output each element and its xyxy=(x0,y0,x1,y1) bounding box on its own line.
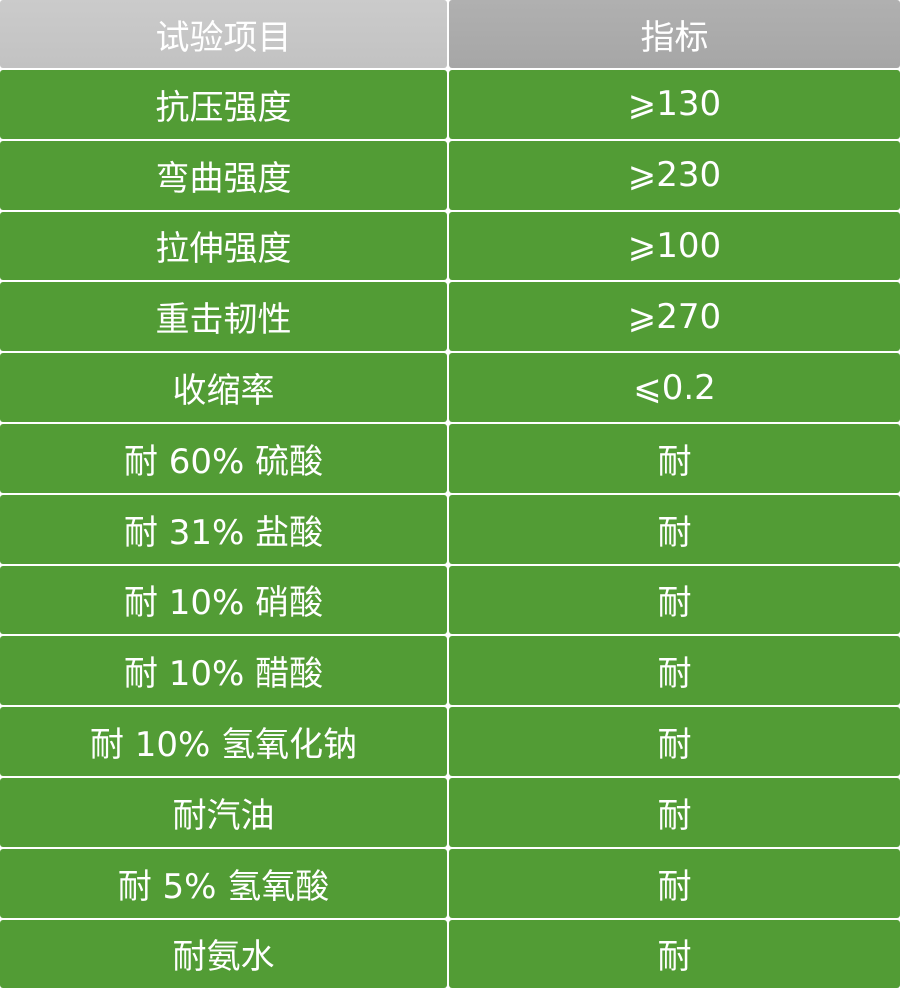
test-item-cell: 耐 10% 硝酸 xyxy=(0,565,447,635)
test-item-cell: 耐 10% 氢氧化钠 xyxy=(0,707,447,776)
indicator-cell: 耐 xyxy=(449,919,900,989)
indicator-cell: 耐 xyxy=(449,565,900,635)
indicator-cell: 耐 xyxy=(449,494,900,564)
table-row: 耐 10% 醋酸耐 xyxy=(0,636,900,706)
table-row: 拉伸强度 ⩾100 xyxy=(0,211,900,281)
table-row: 耐 5% 氢氧酸耐 xyxy=(0,848,900,918)
indicator-cell: ⩾130 xyxy=(449,70,900,139)
table-row: 耐 60% 硫酸耐 xyxy=(0,423,900,493)
indicator-cell: ⩽0.2 xyxy=(449,353,900,422)
indicator-cell: 耐 xyxy=(449,636,900,706)
table-row: 抗压强度 ⩾130 xyxy=(0,70,900,139)
table-row: 耐氨水耐 xyxy=(0,919,900,989)
header-row: 试验项目 指标 xyxy=(0,0,900,68)
indicator-cell: ⩾100 xyxy=(449,211,900,281)
indicator-cell: 耐 xyxy=(449,423,900,493)
indicator-cell: ⩾270 xyxy=(449,282,900,352)
test-item-cell: 抗压强度 xyxy=(0,70,447,139)
table-row: 耐 10% 硝酸耐 xyxy=(0,565,900,635)
table-row: 耐 10% 氢氧化钠耐 xyxy=(0,707,900,776)
test-item-cell: 拉伸强度 xyxy=(0,211,447,281)
indicator-cell: ⩾230 xyxy=(449,140,900,210)
table-row: 耐 31% 盐酸耐 xyxy=(0,494,900,564)
test-item-cell: 弯曲强度 xyxy=(0,140,447,210)
table-row: 收缩率 ⩽0.2 xyxy=(0,353,900,422)
header-test-item: 试验项目 xyxy=(0,0,447,68)
test-item-cell: 耐 31% 盐酸 xyxy=(0,494,447,564)
test-item-cell: 耐 60% 硫酸 xyxy=(0,423,447,493)
indicator-cell: 耐 xyxy=(449,848,900,918)
table-row: 重击韧性 ⩾270 xyxy=(0,282,900,352)
header-indicator: 指标 xyxy=(449,0,900,68)
table-row: 弯曲强度 ⩾230 xyxy=(0,140,900,210)
test-item-cell: 耐汽油 xyxy=(0,777,447,847)
table-row: 耐汽油耐 xyxy=(0,777,900,847)
test-item-cell: 重击韧性 xyxy=(0,282,447,352)
test-item-cell: 收缩率 xyxy=(0,353,447,422)
test-item-cell: 耐氨水 xyxy=(0,919,447,989)
indicator-cell: 耐 xyxy=(449,707,900,776)
test-item-cell: 耐 5% 氢氧酸 xyxy=(0,848,447,918)
test-item-cell: 耐 10% 醋酸 xyxy=(0,636,447,706)
indicator-cell: 耐 xyxy=(449,777,900,847)
